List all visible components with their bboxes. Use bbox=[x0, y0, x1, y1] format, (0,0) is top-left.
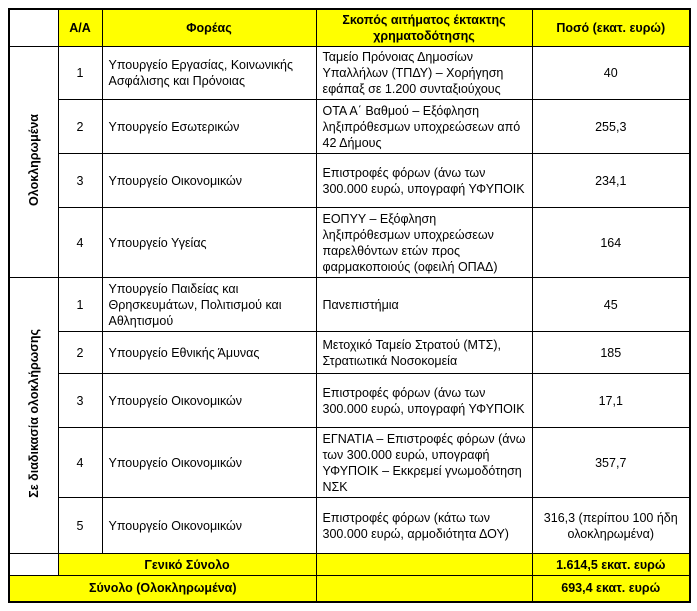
row-amount-cell: 40 bbox=[531, 46, 691, 100]
row-amount-cell: 185 bbox=[531, 331, 691, 374]
row-agency-cell: Υπουργείο Εθνικής Άμυνας bbox=[101, 331, 317, 374]
row-num-cell: 4 bbox=[57, 427, 103, 498]
row-amount-cell: 234,1 bbox=[531, 153, 691, 208]
completed-total-amount: 693,4 εκατ. ευρώ bbox=[531, 575, 691, 602]
funding-table: Α/Α Φορέας Σκοπός αιτήματος έκτακτης χρη… bbox=[8, 8, 691, 603]
group-2-label-cell: Σε διαδικασία ολοκλήρωσης bbox=[8, 277, 59, 554]
row-amount-cell: 255,3 bbox=[531, 99, 691, 154]
row-amount-cell: 164 bbox=[531, 207, 691, 278]
row-agency-cell: Υπουργείο Οικονομικών bbox=[101, 497, 317, 554]
row-agency-cell: Υπουργείο Εσωτερικών bbox=[101, 99, 317, 154]
row-purpose-cell: Ταμείο Πρόνοιας Δημοσίων Υπαλλήλων (ΤΠΔΥ… bbox=[315, 46, 533, 100]
table-row: 3 Υπουργείο Οικονομικών Επιστροφές φόρων… bbox=[9, 373, 691, 428]
row-num-cell: 5 bbox=[57, 497, 103, 554]
row-purpose-cell: Μετοχικό Ταμείο Στρατού (ΜΤΣ), Στρατιωτι… bbox=[315, 331, 533, 374]
table-row: Σε διαδικασία ολοκλήρωσης 1 Υπουργείο Πα… bbox=[8, 277, 691, 554]
row-amount-cell: 45 bbox=[531, 277, 691, 332]
row-agency-cell: Υπουργείο Εργασίας, Κοινωνικής Ασφάλισης… bbox=[101, 46, 317, 100]
footer-empty-cell bbox=[315, 553, 533, 576]
row-agency-cell: Υπουργείο Οικονομικών bbox=[101, 153, 317, 208]
group-1-label-cell: Ολοκληρωμένα bbox=[8, 46, 59, 278]
row-num-cell: 3 bbox=[57, 373, 103, 428]
group-1-label: Ολοκληρωμένα bbox=[26, 114, 41, 206]
row-purpose-cell: ΕΟΠΥΥ – Εξόφληση ληξιπρόθεσμων υποχρεώσε… bbox=[315, 207, 533, 278]
header-purpose: Σκοπός αιτήματος έκτακτης χρηματοδότησης bbox=[315, 8, 533, 47]
row-purpose-cell: Επιστροφές φόρων (κάτω των 300.000 ευρώ,… bbox=[315, 497, 533, 554]
table-row: 2 Υπουργείο Εσωτερικών ΟΤΑ Α΄ Βαθμού – Ε… bbox=[9, 99, 691, 154]
row-num-cell: 1 bbox=[57, 46, 103, 100]
completed-total-row: Σύνολο (Ολοκληρωμένα) 693,4 εκατ. ευρώ bbox=[8, 575, 691, 602]
row-amount-cell: 316,3 (περίπου 100 ήδη ολοκληρωμένα) bbox=[531, 497, 691, 554]
row-purpose-cell: Επιστροφές φόρων (άνω των 300.000 ευρώ, … bbox=[315, 153, 533, 208]
row-amount-cell: 17,1 bbox=[531, 373, 691, 428]
header-num: Α/Α bbox=[57, 8, 103, 47]
table-row: 5 Υπουργείο Οικονομικών Επιστροφές φόρων… bbox=[9, 497, 691, 554]
row-num-cell: 1 bbox=[57, 277, 103, 332]
grand-total-amount: 1.614,5 εκατ. ευρώ bbox=[531, 553, 691, 576]
row-purpose-cell: ΕΓΝΑΤΙΑ – Επιστροφές φόρων (άνω των 300.… bbox=[315, 427, 533, 498]
table-row: 2 Υπουργείο Εθνικής Άμυνας Μετοχικό Ταμε… bbox=[9, 331, 691, 374]
table-row: Ολοκληρωμένα 1 Υπουργείο Εργασίας, Κοινω… bbox=[8, 46, 691, 278]
row-num-cell: 3 bbox=[57, 153, 103, 208]
header-agency: Φορέας bbox=[101, 8, 317, 47]
header-amount: Ποσό (εκατ. ευρώ) bbox=[531, 8, 691, 47]
row-agency-cell: Υπουργείο Υγείας bbox=[101, 207, 317, 278]
row-agency-cell: Υπουργείο Οικονομικών bbox=[101, 373, 317, 428]
row-purpose-cell: ΟΤΑ Α΄ Βαθμού – Εξόφληση ληξιπρόθεσμων υ… bbox=[315, 99, 533, 154]
row-num-cell: 4 bbox=[57, 207, 103, 278]
grand-total-row: Γενικό Σύνολο 1.614,5 εκατ. ευρώ bbox=[8, 553, 691, 576]
grand-total-label: Γενικό Σύνολο bbox=[57, 553, 317, 576]
row-purpose-cell: Πανεπιστήμια bbox=[315, 277, 533, 332]
table-row: 4 Υπουργείο Υγείας ΕΟΠΥΥ – Εξόφληση ληξι… bbox=[9, 207, 691, 278]
footer-empty-cell bbox=[315, 575, 533, 602]
row-amount-cell: 357,7 bbox=[531, 427, 691, 498]
corner-cell bbox=[8, 8, 59, 47]
completed-total-label: Σύνολο (Ολοκληρωμένα) bbox=[8, 575, 317, 602]
row-num-cell: 2 bbox=[57, 99, 103, 154]
row-purpose-cell: Επιστροφές φόρων (άνω των 300.000 ευρώ, … bbox=[315, 373, 533, 428]
table-row: 3 Υπουργείο Οικονομικών Επιστροφές φόρων… bbox=[9, 153, 691, 208]
row-num-cell: 2 bbox=[57, 331, 103, 374]
group-2-label: Σε διαδικασία ολοκλήρωσης bbox=[26, 329, 41, 498]
footer-blank-cell bbox=[8, 553, 59, 576]
header-row: Α/Α Φορέας Σκοπός αιτήματος έκτακτης χρη… bbox=[8, 8, 691, 47]
row-agency-cell: Υπουργείο Οικονομικών bbox=[101, 427, 317, 498]
table-row: 4 Υπουργείο Οικονομικών ΕΓΝΑΤΙΑ – Επιστρ… bbox=[9, 427, 691, 498]
row-agency-cell: Υπουργείο Παιδείας και Θρησκευμάτων, Πολ… bbox=[101, 277, 317, 332]
